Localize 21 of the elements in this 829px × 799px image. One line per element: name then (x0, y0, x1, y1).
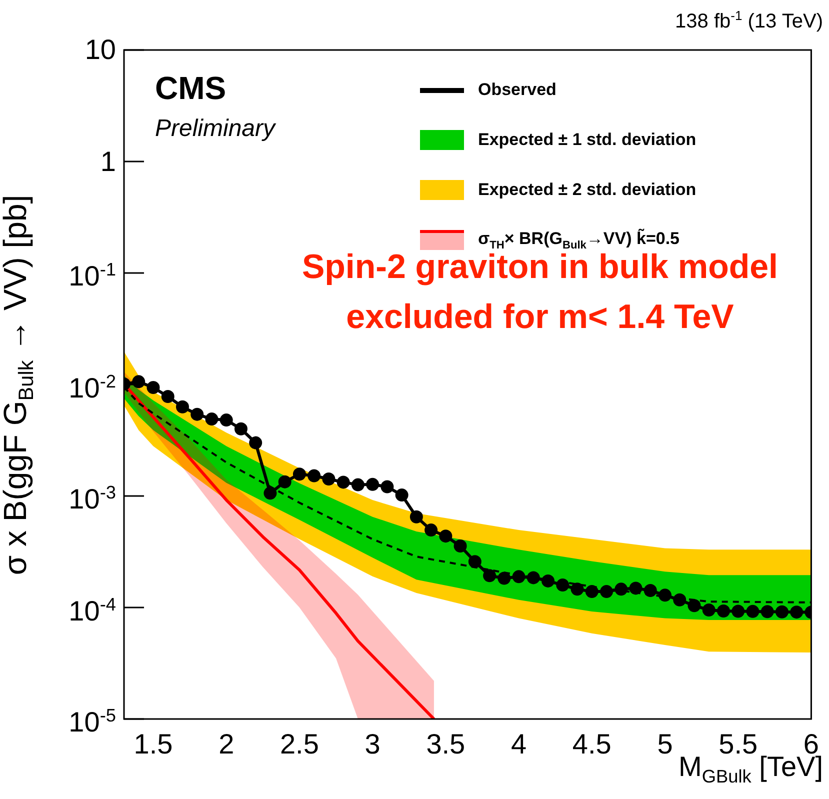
y-tick-label: 10$^{-5}$ (68, 704, 116, 738)
annotation: CMS (155, 70, 226, 107)
x-tick-label: 1.5 (134, 728, 173, 760)
y-tick-label: 10$^{-3}$ (68, 481, 116, 515)
y-tick-label: 10$^{-4}$ (68, 592, 116, 626)
y-tick-label: 10 (84, 34, 116, 65)
annotation: Preliminary (155, 115, 276, 143)
legend-label: Observed (478, 80, 556, 100)
x-tick-label: 4 (510, 728, 527, 760)
y-tick-label: 10$^{-1}$ (68, 258, 116, 292)
x-tick-label: 3.5 (426, 728, 466, 760)
x-tick-label: 2 (218, 728, 234, 760)
x-tick-label: 4.5 (572, 728, 612, 760)
y-tick-label: 1 (100, 146, 116, 176)
x-tick-label: 3 (364, 728, 380, 760)
x-tick-label: 2.5 (280, 728, 319, 760)
y-tick-label: 10$^{-2}$ (68, 370, 116, 404)
legend-label: Expected ± 1 std. deviation (478, 130, 696, 150)
legend-label: Expected ± 2 std. deviation (478, 180, 696, 200)
x-tick-label: 5 (657, 728, 673, 760)
chart-title: 138 fb$^{-1}$ (13 TeV) (675, 8, 823, 34)
